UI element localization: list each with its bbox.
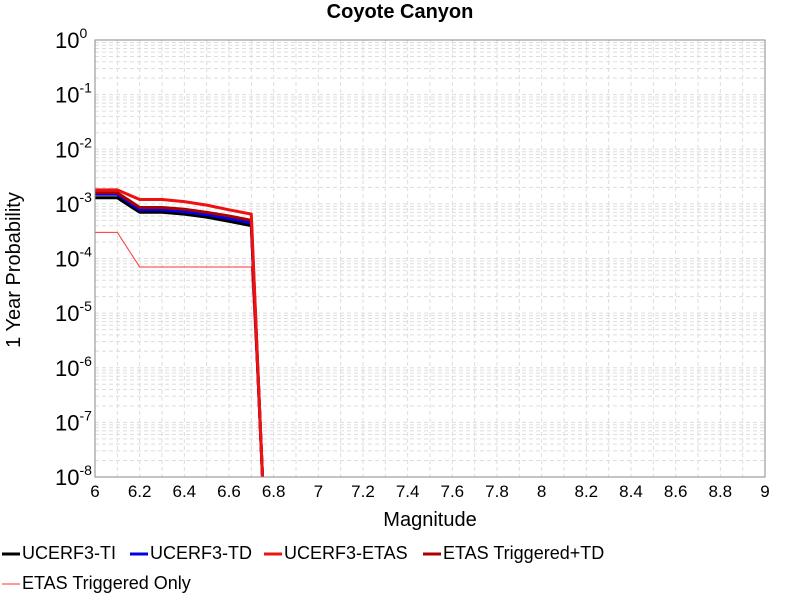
y-tick-exponent: -8 [79, 462, 92, 478]
y-tick-base: 10 [55, 192, 79, 217]
series-line-1 [95, 196, 264, 478]
x-tick-label: 7.6 [441, 482, 465, 501]
x-tick-label: 8.8 [709, 482, 733, 501]
legend-item: ETAS Triggered Only [2, 573, 191, 593]
y-tick-base: 10 [55, 410, 79, 435]
x-tick-label: 7.2 [351, 482, 375, 501]
y-tick-exponent: -6 [79, 353, 92, 369]
legend: UCERF3-TI UCERF3-TD UCERF3-ETAS ETAS Trigge… [2, 543, 604, 593]
legend-item: UCERF3-ETAS [264, 543, 408, 563]
y-axis-label: 1 Year Probability [3, 192, 25, 348]
y-tick-label: 10-2 [55, 134, 92, 162]
legend-label: ETAS Triggered Only [22, 573, 191, 593]
series-line-3 [95, 191, 264, 478]
x-tick-label: 6.6 [217, 482, 241, 501]
series-lines [95, 188, 264, 478]
y-tick-exponent: -5 [79, 298, 92, 314]
y-tick-exponent: -4 [79, 244, 92, 260]
x-tick-label: 8 [537, 482, 546, 501]
y-tick-label: 10-7 [55, 407, 92, 435]
series-line-2 [95, 192, 264, 478]
x-tick-labels: 6 6.2 6.4 6.6 6.8 7 7.2 7.4 7.6 7.8 8 8.2 8.4 8.6 8.8 9 [90, 482, 769, 501]
y-tick-label: 10-5 [55, 298, 92, 326]
y-tick-base: 10 [55, 465, 79, 490]
x-tick-label: 6.4 [173, 482, 197, 501]
y-tick-base: 10 [55, 137, 79, 162]
x-tick-label: 7 [314, 482, 323, 501]
legend-label: ETAS Triggered+TD [443, 543, 604, 563]
y-tick-exponent: -1 [79, 80, 92, 96]
chart-title: Coyote Canyon [327, 1, 474, 23]
x-tick-label: 7.4 [396, 482, 420, 501]
y-tick-exponent: -7 [79, 407, 92, 423]
legend-label: UCERF3-TD [150, 543, 252, 563]
plot-frame [94, 39, 766, 478]
y-tick-label: 10-3 [55, 189, 92, 217]
series-line-4 [95, 188, 264, 478]
legend-item: UCERF3-TD [130, 543, 252, 563]
x-tick-label: 8.4 [619, 482, 643, 501]
series-line-0 [95, 231, 263, 478]
y-tick-base: 10 [55, 83, 79, 108]
x-tick-label: 6.2 [128, 482, 152, 501]
y-tick-label: 10-8 [55, 462, 92, 490]
y-tick-exponent: -3 [79, 189, 92, 205]
y-tick-exponent: -2 [79, 134, 92, 150]
y-tick-base: 10 [55, 356, 79, 381]
x-tick-label: 6 [90, 482, 99, 501]
legend-item: ETAS Triggered+TD [423, 543, 604, 563]
y-tick-label: 10-6 [55, 353, 92, 381]
y-tick-base: 10 [55, 301, 79, 326]
y-tick-label: 10-1 [55, 80, 92, 108]
x-tick-label: 7.8 [485, 482, 509, 501]
y-tick-label: 10-4 [55, 244, 92, 272]
y-tick-base: 10 [55, 28, 79, 53]
x-axis-label: Magnitude [383, 509, 476, 531]
y-tick-base: 10 [55, 247, 79, 272]
x-tick-label: 8.2 [575, 482, 599, 501]
x-tick-label: 9 [760, 482, 769, 501]
x-tick-label: 8.6 [664, 482, 688, 501]
legend-item: UCERF3-TI [2, 543, 116, 563]
grid-lines [94, 40, 766, 478]
y-tick-label: 100 [55, 25, 87, 53]
legend-label: UCERF3-ETAS [284, 543, 408, 563]
legend-label: UCERF3-TI [22, 543, 116, 563]
x-tick-label: 6.8 [262, 482, 286, 501]
y-tick-exponent: 0 [79, 25, 87, 41]
